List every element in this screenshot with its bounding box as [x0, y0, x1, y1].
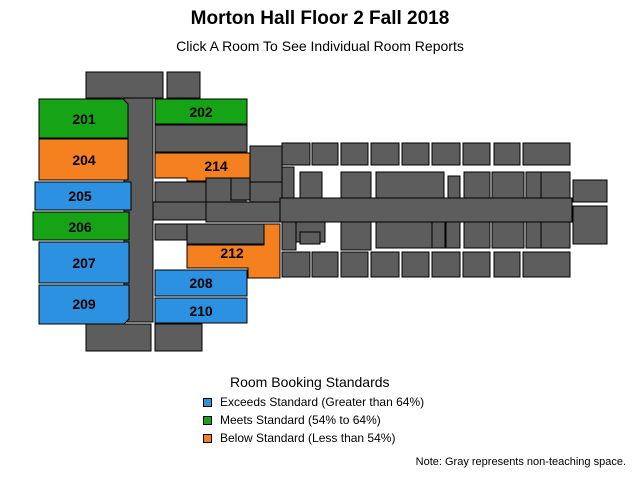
room-207-label: 207 — [72, 255, 96, 271]
legend-swatch-meets — [203, 415, 212, 425]
room-207[interactable]: 207 — [38, 241, 130, 284]
room-209[interactable]: 209 — [38, 284, 130, 325]
room-212-label: 212 — [220, 245, 244, 261]
legend-swatch-below — [203, 433, 212, 443]
rooms: 201 202 204 214 205 206 207 212 — [32, 98, 281, 325]
legend-title: Room Booking Standards — [230, 374, 390, 390]
non-teaching-space — [85, 71, 608, 352]
room-205-label: 205 — [68, 188, 92, 204]
room-212[interactable]: 212 — [186, 223, 281, 279]
room-205[interactable]: 205 — [34, 181, 132, 211]
room-208[interactable]: 208 — [154, 269, 248, 297]
map-title: Morton Hall Floor 2 Fall 2018 — [190, 8, 450, 29]
legend-label-meets: Meets Standard (54% to 64%) — [220, 413, 381, 427]
room-201-label: 201 — [72, 111, 96, 127]
room-214-label: 214 — [204, 158, 228, 174]
room-208-label: 208 — [189, 275, 213, 291]
legend-label-below: Below Standard (Less than 54%) — [220, 431, 396, 445]
room-202[interactable]: 202 — [154, 98, 248, 125]
room-204[interactable]: 204 — [38, 138, 129, 181]
room-206-label: 206 — [68, 219, 92, 235]
legend-item-below: Below Standard (Less than 54%) — [203, 431, 395, 445]
legend-item-exceeds: Exceeds Standard (Greater than 64%) — [203, 395, 424, 409]
room-206[interactable]: 206 — [32, 211, 130, 241]
floor-plan: 201 202 204 214 205 206 207 212 — [32, 71, 608, 352]
room-204-label: 204 — [72, 152, 96, 168]
room-209-label: 209 — [72, 296, 96, 312]
note: Note: Gray represents non-teaching space… — [415, 456, 626, 468]
room-202-label: 202 — [189, 104, 213, 120]
map-subtitle: Click A Room To See Individual Room Repo… — [176, 38, 464, 54]
legend-label-exceeds: Exceeds Standard (Greater than 64%) — [220, 395, 425, 409]
legend-swatch-exceeds — [203, 397, 212, 407]
room-214[interactable]: 214 — [154, 152, 251, 182]
room-201[interactable]: 201 — [38, 98, 129, 139]
room-210-label: 210 — [189, 303, 213, 319]
legend-item-meets: Meets Standard (54% to 64%) — [203, 413, 381, 427]
room-210[interactable]: 210 — [154, 297, 248, 324]
